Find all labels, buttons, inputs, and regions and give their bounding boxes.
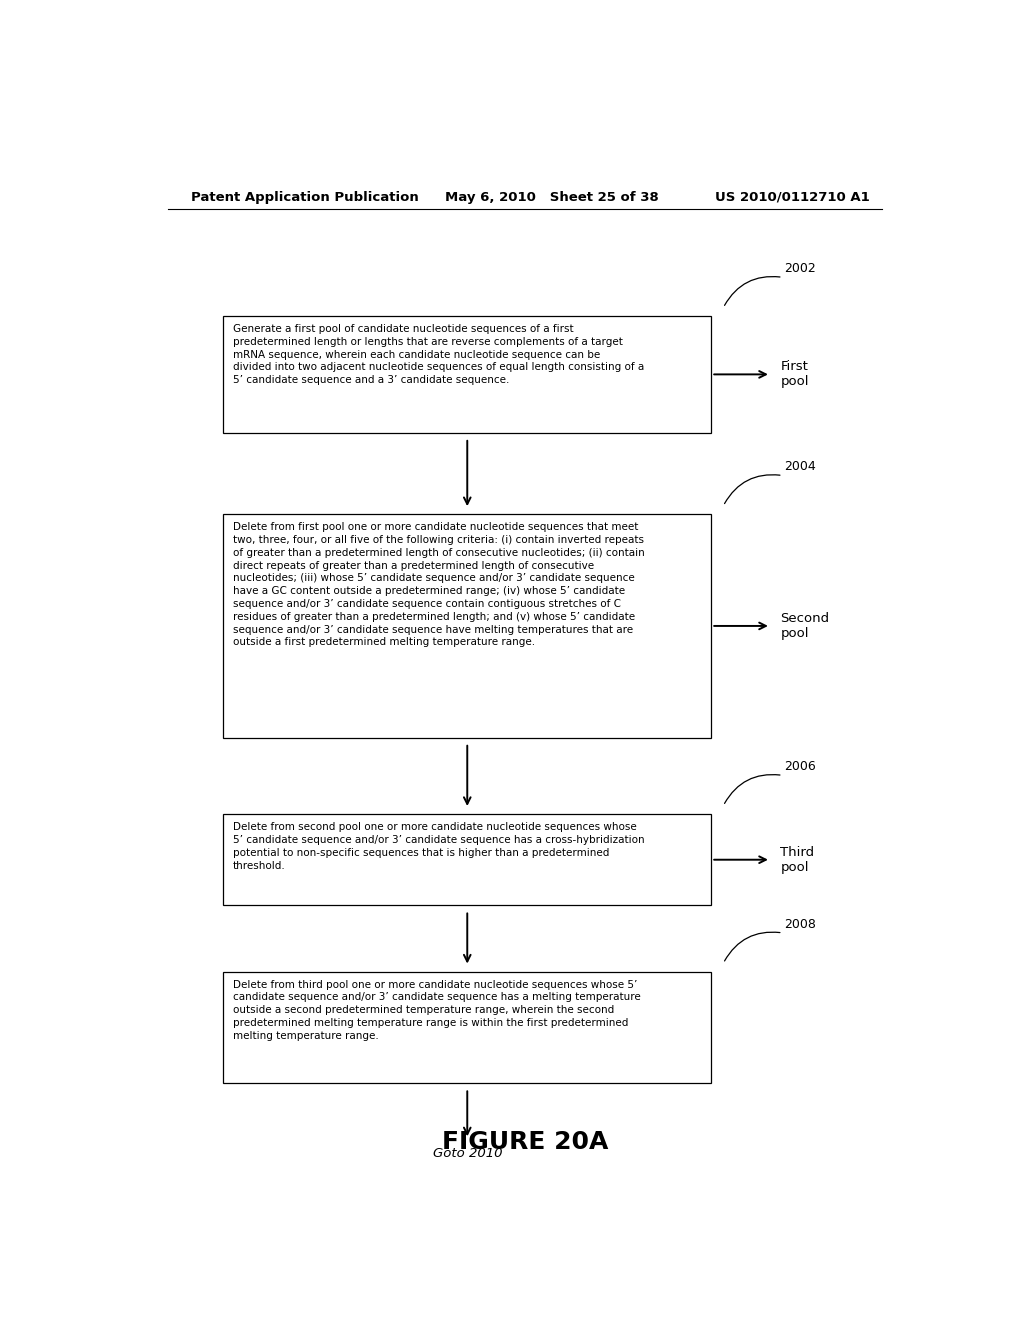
Bar (223, 315, 712, 433)
Text: Third
pool: Third pool (780, 846, 814, 874)
Text: Delete from third pool one or more candidate nucleotide sequences whose 5’
candi: Delete from third pool one or more candi… (232, 979, 640, 1041)
Text: 2002: 2002 (784, 263, 816, 276)
Text: Patent Application Publication: Patent Application Publication (191, 190, 419, 203)
Text: Delete from first pool one or more candidate nucleotide sequences that meet
two,: Delete from first pool one or more candi… (232, 523, 644, 648)
Text: Generate a first pool of candidate nucleotide sequences of a first
predetermined: Generate a first pool of candidate nucle… (232, 325, 644, 385)
Text: Second
pool: Second pool (780, 612, 829, 640)
Text: 2004: 2004 (784, 461, 816, 474)
Text: Goto 2010: Goto 2010 (432, 1147, 502, 1160)
Text: US 2010/0112710 A1: US 2010/0112710 A1 (716, 190, 870, 203)
Bar (223, 972, 712, 1084)
Text: First
pool: First pool (780, 360, 809, 388)
Text: May 6, 2010   Sheet 25 of 38: May 6, 2010 Sheet 25 of 38 (445, 190, 659, 203)
Text: FIGURE 20A: FIGURE 20A (441, 1130, 608, 1154)
Text: 2006: 2006 (784, 760, 816, 774)
Bar (223, 814, 712, 906)
Bar (223, 515, 712, 738)
Text: Delete from second pool one or more candidate nucleotide sequences whose
5’ cand: Delete from second pool one or more cand… (232, 822, 644, 870)
Text: 2008: 2008 (784, 917, 816, 931)
